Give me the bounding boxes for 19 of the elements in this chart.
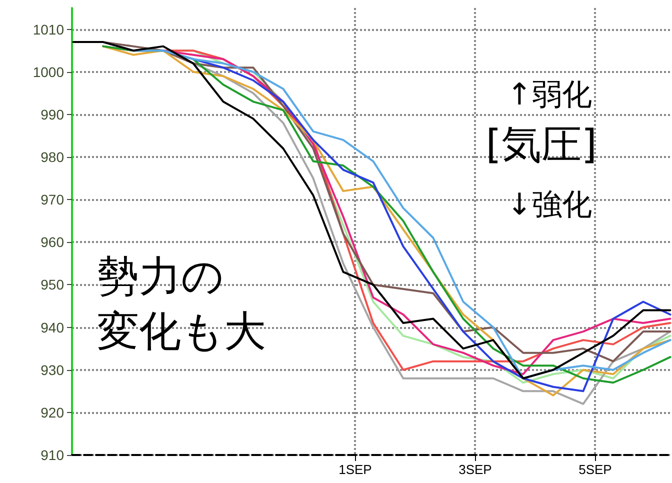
annotation: 変化も大 xyxy=(97,306,266,356)
annotation: ↓強化 xyxy=(506,188,592,222)
y-tick-label: 1000 xyxy=(32,64,64,80)
annotation: [気圧] xyxy=(486,122,598,168)
y-tick-label: 960 xyxy=(40,234,64,250)
y-tick-label: 980 xyxy=(40,149,64,165)
y-tick-label: 940 xyxy=(40,319,64,336)
y-tick-label: 990 xyxy=(40,106,64,122)
annotation: 勢力の xyxy=(97,252,224,300)
annotation: ↑弱化 xyxy=(506,78,592,112)
x-tick-label: 5SEP xyxy=(578,462,612,477)
y-tick-label: 1010 xyxy=(32,21,64,38)
y-tick-label: 970 xyxy=(40,192,64,208)
y-tick-label: 930 xyxy=(40,362,64,378)
y-tick-label: 920 xyxy=(40,404,64,420)
x-tick-label: 3SEP xyxy=(458,462,492,477)
x-tick-label: 1SEP xyxy=(338,462,372,477)
y-tick-label: 950 xyxy=(40,276,64,293)
y-tick-label: 910 xyxy=(40,447,64,463)
